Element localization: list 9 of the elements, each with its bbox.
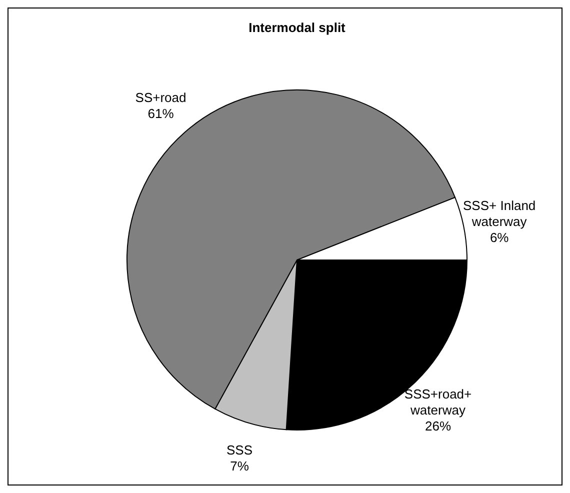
slice-label: SSS+ Inland waterway	[463, 198, 536, 229]
data-label: 26%	[425, 418, 452, 434]
slice-label: SS+road	[135, 90, 186, 106]
slice-label: SSS	[226, 442, 253, 458]
data-label: 61%	[148, 106, 174, 122]
data-label: 7%	[230, 458, 250, 474]
data-label: 6%	[490, 230, 510, 245]
slice-label: SSS+road+ waterway	[404, 386, 472, 418]
chart-title: Intermodal split	[248, 20, 346, 35]
